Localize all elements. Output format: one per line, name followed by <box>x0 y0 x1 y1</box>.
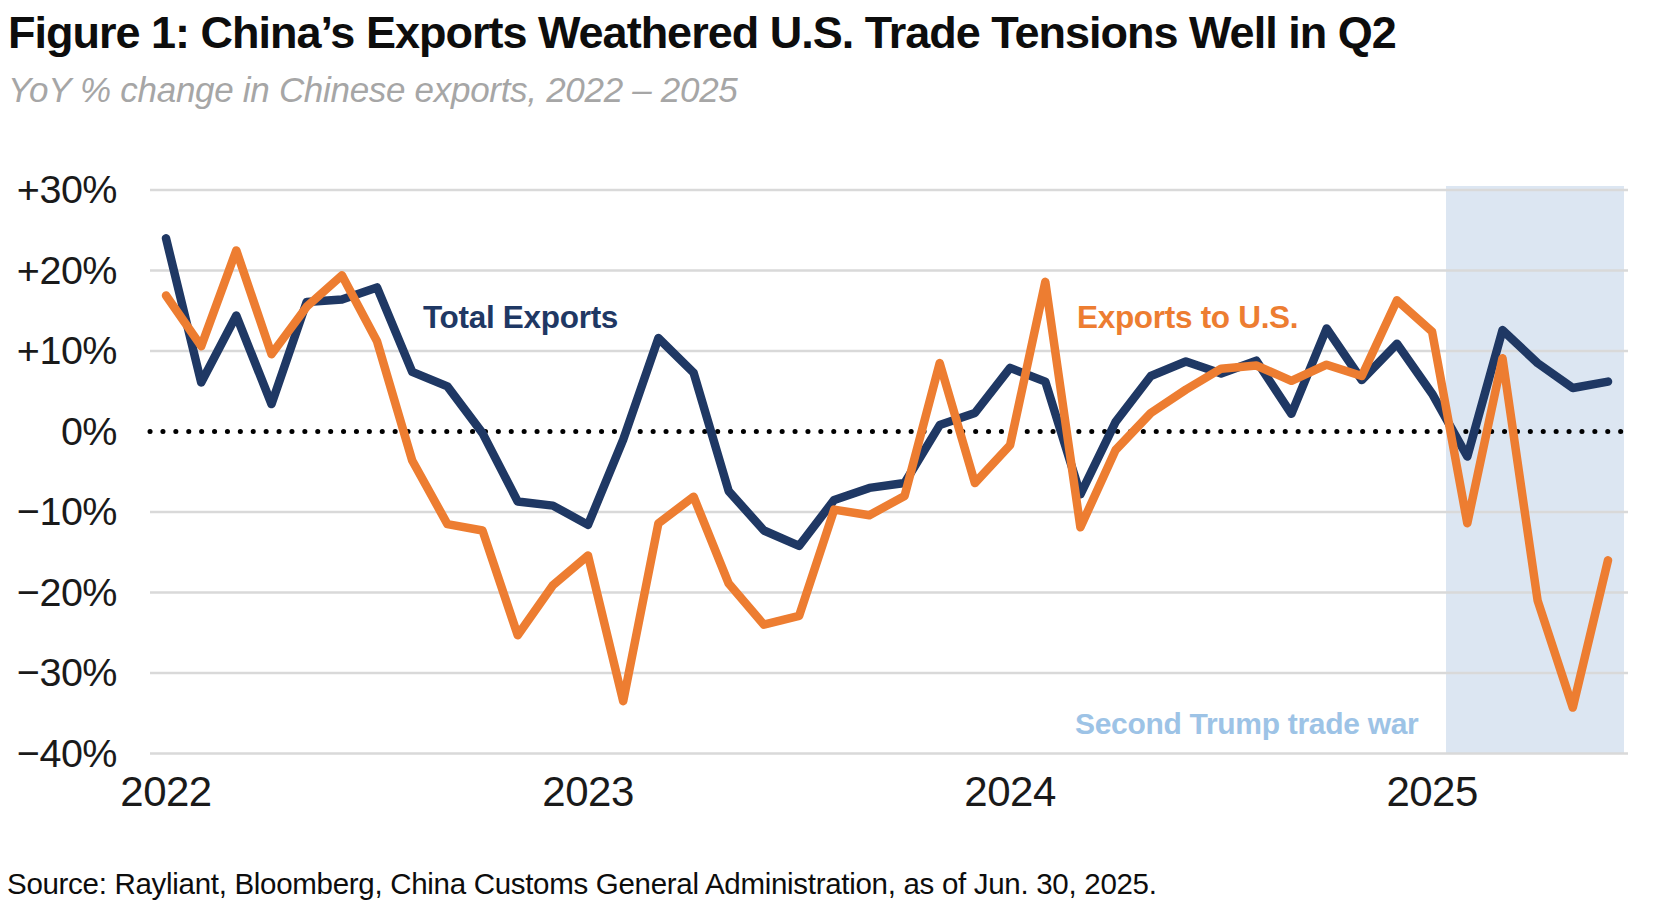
x-axis-label: 2023 <box>518 768 658 816</box>
x-axis-label: 2025 <box>1362 768 1502 816</box>
series-line-exports-to-us <box>166 250 1608 707</box>
y-axis-label: −20% <box>7 570 117 615</box>
y-axis-label: 0% <box>7 409 117 454</box>
x-axis-label: 2022 <box>96 768 236 816</box>
x-axis-label: 2024 <box>940 768 1080 816</box>
y-axis-label: +20% <box>7 248 117 293</box>
series-line-total-exports <box>166 238 1608 546</box>
legend-exports-to-us: Exports to U.S. <box>1077 299 1298 336</box>
chart-area: +30%+20%+10%0%−10%−20%−30%−40%2022202320… <box>0 0 1660 920</box>
source-note: Source: Rayliant, Bloomberg, China Custo… <box>7 867 1157 901</box>
legend-total-exports: Total Exports <box>423 299 618 336</box>
y-axis-label: +10% <box>7 328 117 373</box>
y-axis-label: +30% <box>7 167 117 212</box>
y-axis-label: −10% <box>7 489 117 534</box>
trade-war-annotation: Second Trump trade war <box>1075 707 1418 741</box>
y-axis-label: −30% <box>7 650 117 695</box>
